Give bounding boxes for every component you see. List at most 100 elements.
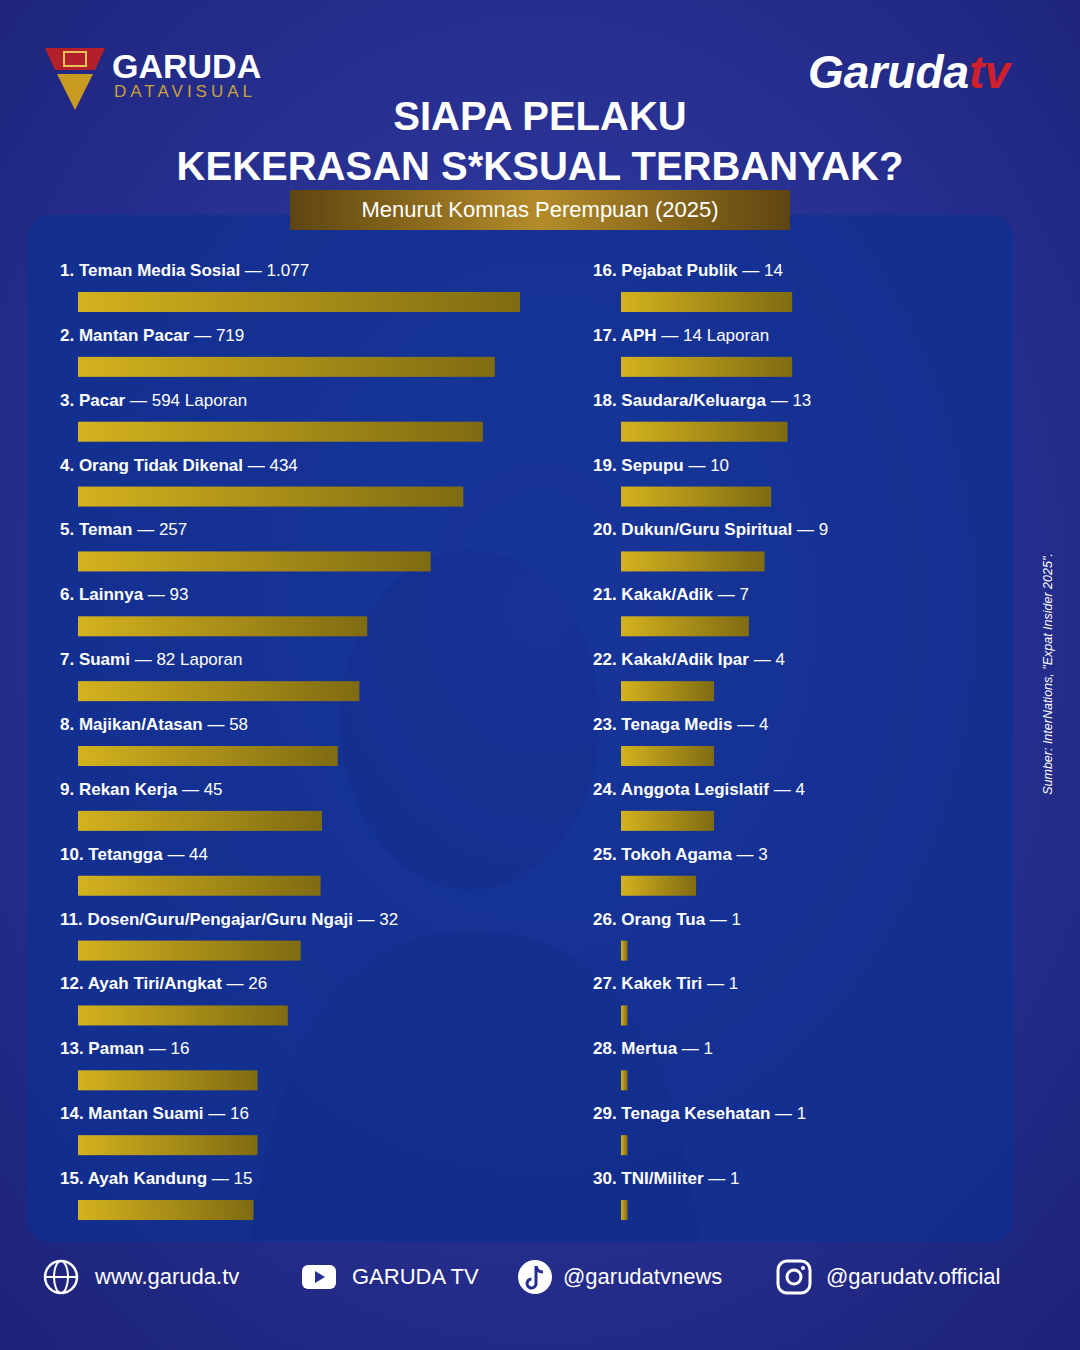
bar-label: 14. Mantan Suami — 16 bbox=[60, 1104, 249, 1123]
separator: — bbox=[684, 456, 710, 475]
logo-mark bbox=[64, 52, 86, 66]
icon-youtube bbox=[315, 1271, 325, 1283]
footer-website: www.garuda.tv bbox=[94, 1264, 239, 1289]
separator: — bbox=[130, 650, 156, 669]
category-label: 15. Ayah Kandung bbox=[60, 1169, 207, 1188]
separator: — bbox=[177, 780, 203, 799]
bar-label: 30. TNI/Militer — 1 bbox=[593, 1169, 739, 1188]
category-label: 7. Suami bbox=[60, 650, 130, 669]
bar bbox=[78, 941, 301, 961]
separator: — bbox=[733, 715, 759, 734]
bar bbox=[78, 1135, 257, 1155]
separator: — bbox=[713, 585, 739, 604]
channel-suffix: tv bbox=[969, 46, 1012, 98]
value-label: 4 bbox=[775, 650, 784, 669]
bar-label: 10. Tetangga — 44 bbox=[60, 845, 208, 864]
separator: — bbox=[702, 974, 728, 993]
value-label: 594 Laporan bbox=[152, 391, 247, 410]
category-label: 1. Teman Media Sosial bbox=[60, 261, 240, 280]
value-label: 1.077 bbox=[267, 261, 310, 280]
separator: — bbox=[132, 520, 158, 539]
logo bbox=[45, 48, 105, 110]
channel-logo: Garudatv bbox=[808, 46, 1012, 98]
separator: — bbox=[189, 326, 215, 345]
separator: — bbox=[766, 391, 792, 410]
icon-globe bbox=[45, 1276, 77, 1278]
separator: — bbox=[143, 585, 169, 604]
bar bbox=[621, 811, 714, 831]
separator: — bbox=[203, 715, 229, 734]
category-label: 18. Saudara/Keluarga bbox=[593, 391, 766, 410]
value-label: 16 bbox=[230, 1104, 249, 1123]
separator: — bbox=[749, 650, 775, 669]
bar-label: 3. Pacar — 594 Laporan bbox=[60, 391, 247, 410]
category-label: 28. Mertua bbox=[593, 1039, 678, 1058]
bar-label: 28. Mertua — 1 bbox=[593, 1039, 713, 1058]
category-label: 17. APH bbox=[593, 326, 657, 345]
category-label: 8. Majikan/Atasan bbox=[60, 715, 203, 734]
icon-instagram bbox=[778, 1261, 810, 1293]
bar-label: 1. Teman Media Sosial — 1.077 bbox=[60, 261, 309, 280]
value-label: 4 bbox=[795, 780, 804, 799]
bar bbox=[78, 487, 463, 507]
separator: — bbox=[677, 1039, 703, 1058]
bar bbox=[621, 1005, 628, 1025]
separator: — bbox=[738, 261, 764, 280]
channel-name: Garuda bbox=[808, 46, 969, 98]
bar bbox=[78, 292, 520, 312]
logo-subtitle: DATAVISUAL bbox=[114, 82, 256, 101]
bar-label: 22. Kakak/Adik Ipar — 4 bbox=[593, 650, 785, 669]
value-label: 257 bbox=[159, 520, 187, 539]
separator: — bbox=[243, 456, 269, 475]
icon-instagram bbox=[801, 1266, 805, 1270]
value-label: 1 bbox=[704, 1039, 713, 1058]
category-label: 26. Orang Tua bbox=[593, 910, 706, 929]
bar bbox=[621, 422, 788, 442]
value-label: 14 Laporan bbox=[683, 326, 769, 345]
category-label: 13. Paman bbox=[60, 1039, 144, 1058]
value-label: 7 bbox=[739, 585, 748, 604]
subtitle-box bbox=[290, 190, 790, 230]
category-label: 4. Orang Tidak Dikenal bbox=[60, 456, 243, 475]
category-label: 25. Tokoh Agama bbox=[593, 845, 732, 864]
value-label: 1 bbox=[729, 974, 738, 993]
separator: — bbox=[353, 910, 379, 929]
separator: — bbox=[222, 974, 248, 993]
bar bbox=[78, 746, 338, 766]
background bbox=[0, 0, 1080, 1350]
separator: — bbox=[240, 261, 266, 280]
bar-label: 25. Tokoh Agama — 3 bbox=[593, 845, 768, 864]
value-label: 10 bbox=[710, 456, 729, 475]
icon-tiktok bbox=[518, 1260, 552, 1294]
value-label: 32 bbox=[379, 910, 398, 929]
category-label: 6. Lainnya bbox=[60, 585, 144, 604]
bar-label: 24. Anggota Legislatif — 4 bbox=[593, 780, 805, 799]
value-label: 45 bbox=[204, 780, 223, 799]
category-label: 10. Tetangga bbox=[60, 845, 163, 864]
category-label: 30. TNI/Militer bbox=[593, 1169, 704, 1188]
category-label: 24. Anggota Legislatif bbox=[593, 780, 769, 799]
category-label: 20. Dukun/Guru Spiritual bbox=[593, 520, 792, 539]
separator: — bbox=[163, 845, 189, 864]
category-label: 16. Pejabat Publik bbox=[593, 261, 738, 280]
icon-tiktok bbox=[527, 1266, 543, 1288]
icon-instagram bbox=[787, 1270, 801, 1284]
bar-label: 12. Ayah Tiri/Angkat — 26 bbox=[60, 974, 267, 993]
category-label: 23. Tenaga Medis bbox=[593, 715, 733, 734]
bar-label: 9. Rekan Kerja — 45 bbox=[60, 780, 223, 799]
separator: — bbox=[144, 1039, 170, 1058]
page: GARUDADATAVISUALGarudatvSIAPA PELAKUKEKE… bbox=[0, 0, 1080, 1350]
bar bbox=[78, 1005, 288, 1025]
bar bbox=[78, 616, 367, 636]
value-label: 719 bbox=[216, 326, 244, 345]
footer-tiktok: @garudatvnews bbox=[563, 1264, 722, 1289]
separator: — bbox=[207, 1169, 233, 1188]
value-label: 14 bbox=[764, 261, 783, 280]
bar-label: 4. Orang Tidak Dikenal — 434 bbox=[60, 456, 298, 475]
title: KEKERASAN S*KSUAL TERBANYAK? bbox=[177, 144, 904, 188]
bar-label: 21. Kakak/Adik — 7 bbox=[593, 585, 749, 604]
bar-label: 8. Majikan/Atasan — 58 bbox=[60, 715, 248, 734]
logo-title: GARUDA bbox=[112, 47, 261, 85]
category-label: 29. Tenaga Kesehatan bbox=[593, 1104, 770, 1123]
category-label: 27. Kakek Tiri bbox=[593, 974, 702, 993]
